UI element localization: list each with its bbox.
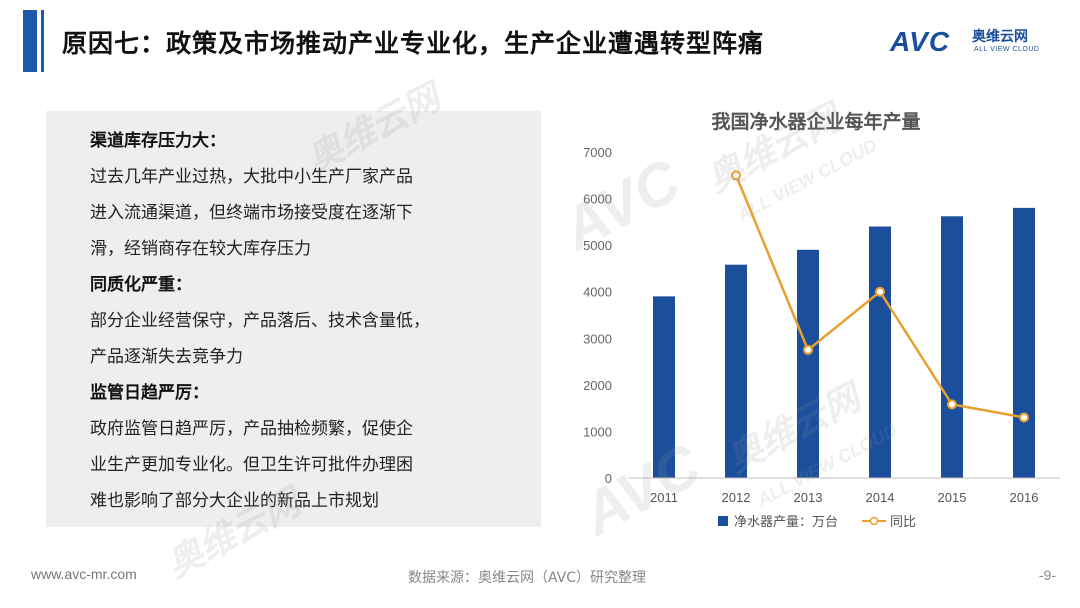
bar	[725, 264, 747, 478]
x-axis: 2011 2012 2013 2014 2015 2016	[628, 477, 1060, 505]
chart-legend: 净水器产量：万台 同比	[718, 514, 916, 529]
website-link[interactable]: www.avc-mr.com	[31, 566, 137, 582]
line-point	[1019, 412, 1029, 423]
y-tick-label: 6000	[583, 192, 612, 207]
legend-swatch-marker	[869, 516, 879, 526]
line-point	[731, 170, 741, 181]
x-tick-label: 2015	[938, 490, 967, 505]
logo-mark: AVC	[890, 26, 951, 57]
section-heading: 同质化严重：	[90, 275, 192, 295]
y-tick-label: 5000	[583, 238, 612, 253]
bar	[653, 296, 675, 478]
bar	[869, 226, 891, 478]
section-heading: 渠道库存压力大：	[90, 131, 226, 151]
section-line: 产品逐渐失去竞争力	[90, 347, 243, 367]
line-point	[875, 286, 885, 297]
title-accent-bar-thin	[41, 10, 44, 72]
bar	[1013, 207, 1035, 478]
title-accent-bar	[23, 10, 37, 72]
section-line: 政府监管日趋严厉，产品抽检频繁，促使企	[90, 419, 413, 439]
line-point	[947, 399, 957, 410]
x-tick-label: 2011	[650, 490, 678, 505]
section-line: 难也影响了部分大企业的新品上市规划	[90, 491, 379, 511]
section-line: 滑，经销商存在较大库存压力	[90, 239, 311, 259]
data-source: 数据来源：奥维云网（AVC）研究整理	[408, 570, 647, 586]
chart-svg: 我国净水器企业每年产量 0 1000 2000 3000 4000 5000 6000 700…	[583, 110, 1060, 529]
section-heading: 监管日趋严厉：	[90, 383, 209, 403]
production-chart: 我国净水器企业每年产量 0 1000 2000 3000 4000 5000 6000 700…	[560, 96, 1070, 546]
slide-title: 原因七：政策及市场推动产业专业化，生产企业遭遇转型阵痛	[62, 29, 765, 58]
logo-en-name: ALL VIEW CLOUD	[974, 46, 1040, 53]
y-tick-label: 7000	[583, 145, 612, 160]
logo-cn-name: 奥维云网	[972, 29, 1028, 45]
section-line: 部分企业经营保守，产品落后、技术含量低，	[90, 311, 430, 331]
section-line: 过去几年产业过热，大批中小生产厂家产品	[90, 167, 413, 187]
y-tick-label: 3000	[583, 331, 612, 346]
section-line: 业生产更加专业化。但卫生许可批件办理困	[90, 455, 413, 475]
bar-series	[653, 207, 1035, 479]
line-series	[731, 170, 1029, 423]
y-tick-label: 4000	[583, 285, 612, 300]
y-tick-label: 1000	[583, 424, 612, 439]
legend-label: 净水器产量：万台	[734, 514, 838, 529]
chart-title: 我国净水器企业每年产量	[711, 110, 920, 133]
legend-swatch-bar	[718, 516, 728, 526]
x-tick-label: 2013	[794, 490, 823, 505]
x-tick-label: 2014	[866, 490, 895, 505]
bar	[797, 249, 819, 478]
y-tick-label: 0	[605, 471, 612, 486]
avc-logo: AVC 奥维云网 ALL VIEW CLOUD	[890, 26, 1060, 58]
y-axis: 0 1000 2000 3000 4000 5000 6000 7000	[583, 145, 612, 486]
x-tick-label: 2012	[722, 490, 751, 505]
bar	[941, 216, 963, 479]
page-number: -9-	[1038, 567, 1056, 583]
x-tick-label: 2016	[1010, 490, 1039, 505]
line-point	[803, 344, 813, 355]
y-tick-label: 2000	[583, 378, 612, 393]
legend-label: 同比	[890, 514, 916, 529]
section-line: 进入流通渠道，但终端市场接受度在逐渐下	[90, 203, 413, 223]
reasons-panel: 渠道库存压力大： 过去几年产业过热，大批中小生产厂家产品 进入流通渠道，但终端市…	[46, 111, 541, 527]
